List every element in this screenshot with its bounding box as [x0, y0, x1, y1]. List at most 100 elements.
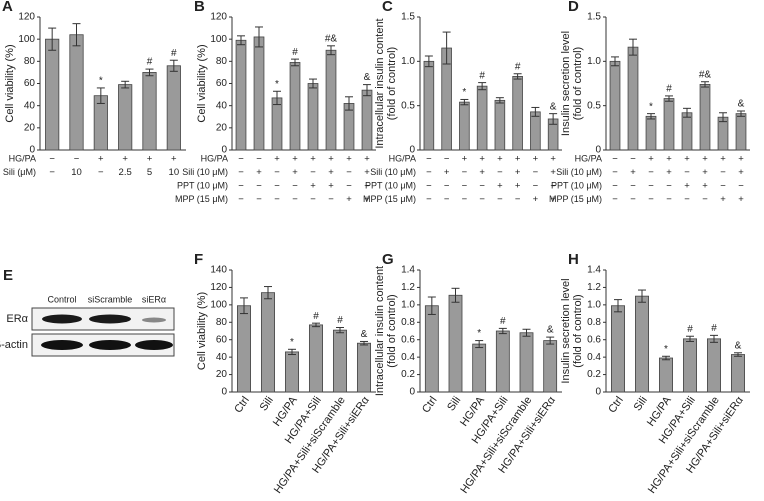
y-tick-label: 1.2 [587, 282, 601, 293]
treatment-mark: + [479, 167, 485, 178]
treatment-mark: + [630, 167, 636, 178]
error-bar [237, 35, 245, 46]
y-tick-label: 1.0 [587, 56, 601, 67]
error-bar [264, 286, 272, 300]
bar [260, 292, 275, 393]
treatment-mark: − [666, 181, 672, 192]
bar [236, 305, 251, 393]
treatment-mark: + [310, 154, 316, 165]
error-bar [719, 112, 727, 123]
significance-mark: #& [325, 33, 338, 44]
treatment-mark: + [292, 154, 298, 165]
treatment-mark: + [364, 194, 370, 205]
error-bar [701, 81, 709, 88]
lane-label: siScramble [88, 294, 133, 304]
significance-mark: & [550, 101, 557, 112]
treatment-mark: − [256, 181, 262, 192]
y-tick-label: 20 [24, 122, 36, 133]
treatment-mark: − [346, 181, 352, 192]
treatment-mark: + [702, 181, 708, 192]
error-bar [255, 26, 263, 48]
significance-mark: # [666, 84, 672, 95]
error-bar [121, 80, 130, 89]
treatment-mark: − [479, 181, 485, 192]
treatment-mark: + [122, 154, 128, 165]
significance-mark: * [99, 76, 103, 87]
treatment-mark: − [328, 194, 334, 205]
treatment-mark: − [49, 167, 55, 178]
bar [253, 36, 265, 151]
bar [645, 115, 657, 151]
error-bar [495, 97, 504, 104]
treatment-mark: − [462, 194, 468, 205]
y-tick-label: 0 [409, 387, 415, 398]
error-bar [737, 110, 745, 117]
treatment-mark: − [533, 167, 539, 178]
treatment-mark: 10 [169, 167, 180, 178]
treatment-mark: 10 [71, 167, 82, 178]
x-tick-label: Sili [632, 395, 650, 414]
error-bar [145, 68, 154, 77]
y-tick-label: 140 [210, 265, 227, 276]
error-bar [312, 322, 320, 328]
bar [325, 49, 337, 151]
treatment-mark: − [346, 167, 352, 178]
treatment-mark: − [702, 194, 708, 205]
y-tick-label: 0 [595, 145, 601, 156]
bar [663, 98, 675, 151]
panel-letter: H [568, 251, 579, 268]
significance-mark: & [361, 329, 368, 340]
treatment-mark: + [346, 154, 352, 165]
bar [69, 34, 84, 151]
error-bar [549, 113, 558, 125]
error-bar [498, 327, 507, 335]
y-tick-label: 120 [210, 12, 227, 23]
treatment-mark: − [479, 194, 485, 205]
error-bar [686, 335, 694, 342]
treatment-mark: − [684, 194, 690, 205]
treatment-name: PPT (10 μM) [365, 180, 416, 190]
significance-mark: & [364, 72, 371, 83]
bar [332, 329, 347, 393]
error-bar [48, 27, 57, 51]
treatment-mark: − [238, 194, 244, 205]
y-tick-label: 1.4 [401, 265, 415, 276]
error-bar [638, 289, 646, 303]
treatment-mark: − [274, 167, 280, 178]
significance-mark: * [275, 79, 279, 90]
y-tick-label: 80 [216, 56, 228, 67]
band [42, 314, 82, 324]
significance-mark: * [477, 328, 481, 339]
treatment-mark: − [364, 181, 370, 192]
treatment-name: Sili (10 μM) [556, 167, 602, 177]
significance-mark: #& [699, 69, 712, 80]
significance-mark: # [292, 47, 298, 58]
y-tick-label: 1.4 [587, 265, 601, 276]
treatment-name: MPP (15 μM) [363, 194, 416, 204]
treatment-mark: − [550, 181, 556, 192]
error-bar [240, 297, 248, 315]
row-label: ERα [6, 313, 28, 325]
error-bar [336, 327, 344, 334]
bar [611, 305, 626, 393]
y-tick-label: 0.5 [401, 100, 415, 111]
treatment-mark: − [612, 181, 618, 192]
y-tick-label: 1.5 [401, 12, 415, 23]
treatment-mark: + [702, 167, 708, 178]
treatment-mark: − [666, 194, 672, 205]
error-bar [460, 98, 469, 106]
significance-mark: * [664, 344, 668, 355]
treatment-name: MPP (15 μM) [549, 194, 602, 204]
y-tick-label: 80 [216, 317, 228, 328]
treatment-mark: − [426, 181, 432, 192]
bar [271, 97, 283, 151]
band [142, 317, 166, 323]
error-bar [72, 23, 81, 47]
treatment-mark: − [292, 181, 298, 192]
treatment-mark: + [310, 181, 316, 192]
bar [635, 295, 650, 393]
significance-mark: # [500, 316, 506, 327]
band [135, 340, 173, 350]
significance-mark: * [290, 337, 294, 348]
row-label: β-actin [0, 339, 28, 351]
